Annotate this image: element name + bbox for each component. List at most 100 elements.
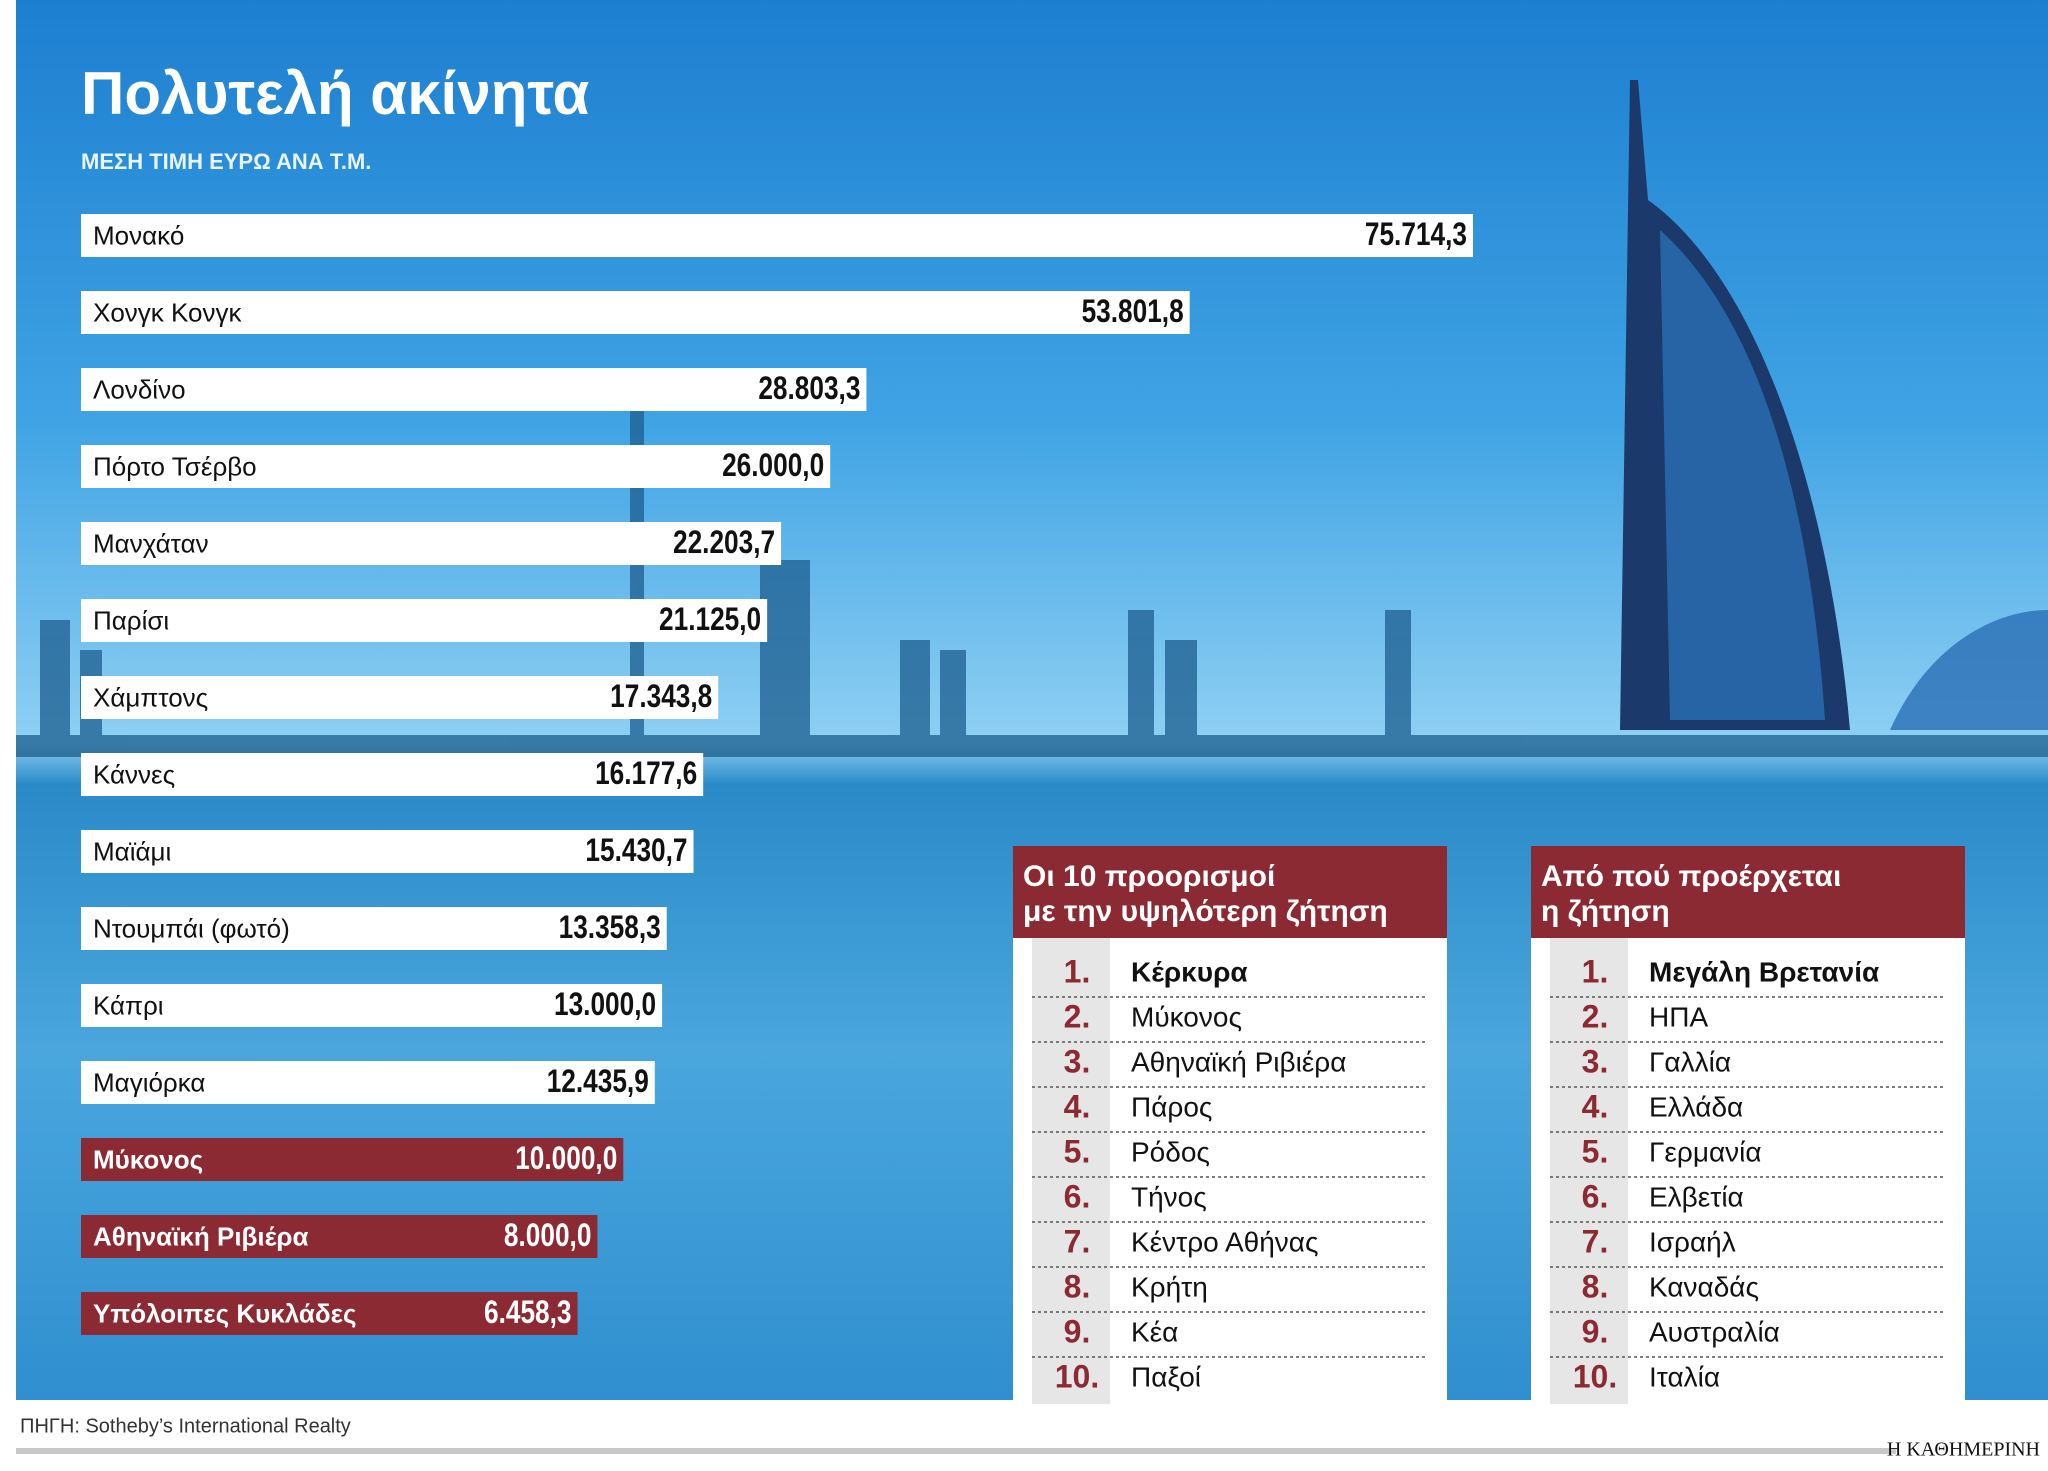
bar-value-label: 17.343,8: [610, 680, 712, 715]
bar: [81, 368, 867, 411]
table-item: Μύκονος: [1131, 1001, 1242, 1032]
bar-category-label: Ντουμπάι (φωτό): [93, 913, 290, 943]
table-item: Γερμανία: [1649, 1136, 1762, 1167]
footer-rule: [16, 1448, 1896, 1454]
bar-category-label: Υπόλοιπες Κυκλάδες: [93, 1298, 357, 1328]
burj-al-arab: [1620, 80, 2048, 730]
bar: [81, 291, 1190, 334]
table-title: Από πού προέρχεται: [1541, 860, 1841, 893]
bar-category-label: Μαγιόρκα: [93, 1067, 205, 1097]
bar-value-label: 12.435,9: [547, 1065, 649, 1100]
bar-value-label: 6.458,3: [484, 1296, 572, 1331]
bar-category-label: Μανχάταν: [93, 528, 209, 558]
rank: 10.: [1055, 1358, 1099, 1394]
bar-value-label: 22.203,7: [673, 526, 775, 561]
bar-value-label: 15.430,7: [585, 834, 687, 869]
skyline: [16, 380, 2048, 757]
rank: 5.: [1064, 1133, 1091, 1169]
bar: [81, 445, 831, 488]
bar-category-label: Χονγκ Κονγκ: [93, 297, 243, 327]
table-item: Παξοί: [1131, 1361, 1201, 1392]
table-item: Κέντρο Αθήνας: [1131, 1226, 1318, 1257]
bar-value-label: 10.000,0: [515, 1142, 617, 1177]
rank: 7.: [1064, 1223, 1091, 1259]
table-item: Πάρος: [1131, 1091, 1212, 1122]
rank: 10.: [1573, 1358, 1617, 1394]
bar-value-label: 75.714,3: [1365, 218, 1467, 253]
bar-category-label: Αθηναϊκή Ριβιέρα: [93, 1221, 308, 1251]
rank: 6.: [1582, 1178, 1609, 1214]
table-item: Ελλάδα: [1649, 1091, 1743, 1122]
rank: 5.: [1582, 1133, 1609, 1169]
bar-category-label: Κάννες: [93, 759, 175, 789]
source: ΠΗΓΗ: Sotheby’s International Realty: [20, 1415, 351, 1437]
table-item: Ιταλία: [1649, 1361, 1720, 1392]
bar: [81, 753, 704, 796]
rank: 8.: [1582, 1268, 1609, 1304]
rank: 7.: [1582, 1223, 1609, 1259]
bar: [81, 522, 782, 565]
table-item: Μεγάλη Βρετανία: [1649, 956, 1879, 987]
chart-title: Πολυτελή ακίνητα: [81, 60, 589, 127]
table-item: Κέρκυρα: [1131, 956, 1248, 987]
table-item: Καναδάς: [1649, 1271, 1759, 1302]
bar-value-label: 53.801,8: [1082, 295, 1184, 330]
bar-category-label: Μαϊάμι: [93, 836, 171, 866]
bar: [81, 599, 768, 642]
bar: [81, 1138, 624, 1181]
rank: 2.: [1582, 998, 1609, 1034]
bar: [81, 1061, 655, 1104]
bar: [81, 984, 663, 1027]
table-item: Αυστραλία: [1649, 1316, 1780, 1347]
rank: 8.: [1064, 1268, 1091, 1304]
rank: 4.: [1064, 1088, 1091, 1124]
rank: 1.: [1582, 953, 1609, 989]
bar-category-label: Παρίσι: [93, 605, 169, 635]
table-title: η ζήτηση: [1541, 895, 1670, 928]
rank: 4.: [1582, 1088, 1609, 1124]
table-item: Τήνος: [1131, 1181, 1207, 1212]
bar: [81, 907, 667, 950]
table-item: Αθηναϊκή Ριβιέρα: [1131, 1046, 1346, 1077]
bar-value-label: 28.803,3: [758, 372, 860, 407]
table-item: Κέα: [1131, 1316, 1178, 1347]
table-rank-column: [1032, 938, 1110, 1404]
bar-value-label: 13.000,0: [554, 988, 656, 1023]
table-item: Κρήτη: [1131, 1271, 1208, 1302]
brand: Η ΚΑΘΗΜΕΡΙΝΗ: [1887, 1439, 2040, 1461]
bar: [81, 214, 1473, 257]
bar: [81, 1292, 578, 1335]
rank: 1.: [1064, 953, 1091, 989]
table-item: Γαλλία: [1649, 1046, 1731, 1077]
table-item: Ισραήλ: [1649, 1226, 1736, 1257]
rank: 9.: [1582, 1313, 1609, 1349]
table-item: Ρόδος: [1131, 1136, 1210, 1167]
bar-category-label: Μονακό: [93, 220, 184, 250]
bars: Μονακό 75.714,3 Χονγκ Κονγκ 53.801,8 Λονδίνο…: [81, 214, 1473, 1335]
rank: 6.: [1064, 1178, 1091, 1214]
rank: 9.: [1064, 1313, 1091, 1349]
rank: 2.: [1064, 998, 1091, 1034]
bar-category-label: Πόρτο Τσέρβο: [93, 451, 257, 481]
bar-category-label: Κάπρι: [93, 990, 164, 1020]
bar-value-label: 13.358,3: [559, 911, 661, 946]
bar-category-label: Λονδίνο: [93, 374, 186, 404]
table-rank-column: [1550, 938, 1628, 1404]
table-title: με την υψηλότερη ζήτηση: [1023, 895, 1388, 928]
bar-value-label: 21.125,0: [659, 603, 761, 638]
table-header: [1013, 846, 1447, 938]
bar-value-label: 8.000,0: [504, 1219, 592, 1254]
bar-value-label: 26.000,0: [722, 449, 824, 484]
rank: 3.: [1064, 1043, 1091, 1079]
table-title: Οι 10 προορισμοί: [1023, 860, 1275, 893]
table-item: Ελβετία: [1649, 1181, 1744, 1212]
chart-subtitle: ΜΕΣΗ ΤΙΜΗ ΕΥΡΩ ΑΝΑ Τ.Μ.: [81, 149, 371, 174]
bar: [81, 676, 719, 719]
bar: [81, 830, 694, 873]
bar-category-label: Χάμπτονς: [93, 682, 208, 712]
rank: 3.: [1582, 1043, 1609, 1079]
bar: [81, 1215, 598, 1258]
